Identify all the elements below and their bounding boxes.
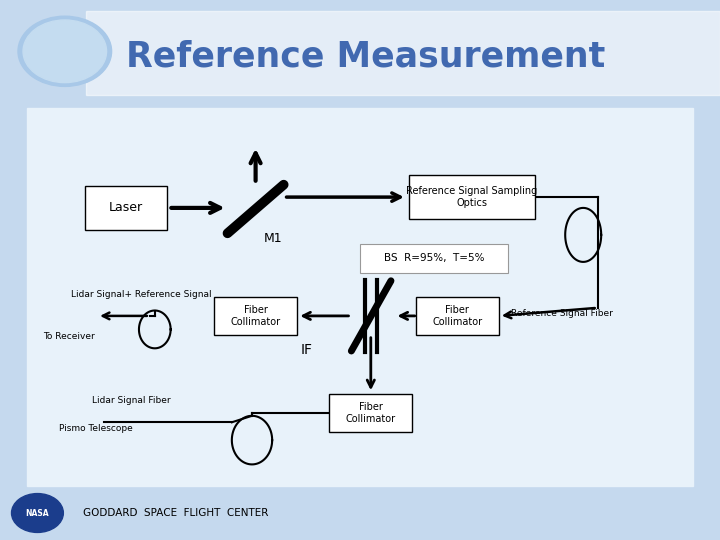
- Text: Reference Signal Sampling
Optics: Reference Signal Sampling Optics: [406, 186, 537, 208]
- Text: Lidar Signal+ Reference Signal: Lidar Signal+ Reference Signal: [71, 290, 211, 299]
- Text: To Receiver: To Receiver: [43, 332, 95, 341]
- Bar: [27, 108, 693, 486]
- Bar: [416, 297, 498, 335]
- Circle shape: [23, 20, 107, 83]
- Text: Lidar Signal Fiber: Lidar Signal Fiber: [92, 396, 171, 405]
- Bar: [0, 0, 720, 105]
- Bar: [360, 244, 508, 273]
- Text: BS  R=95%,  T=5%: BS R=95%, T=5%: [384, 253, 484, 264]
- Text: Fiber
Collimator: Fiber Collimator: [346, 402, 396, 424]
- Bar: [0, 489, 720, 540]
- Text: Pismo Telescope: Pismo Telescope: [59, 424, 132, 433]
- Bar: [86, 11, 720, 94]
- Text: GODDARD  SPACE  FLIGHT  CENTER: GODDARD SPACE FLIGHT CENTER: [83, 508, 268, 518]
- Bar: [215, 297, 297, 335]
- Text: Fiber
Collimator: Fiber Collimator: [230, 305, 281, 327]
- Text: IF: IF: [301, 343, 313, 357]
- Text: Reference Measurement: Reference Measurement: [126, 40, 606, 73]
- Text: M1: M1: [264, 232, 283, 245]
- Bar: [330, 394, 413, 432]
- Circle shape: [18, 16, 112, 86]
- Bar: [85, 186, 167, 230]
- Text: Reference Signal Fiber: Reference Signal Fiber: [511, 309, 613, 318]
- Circle shape: [12, 494, 63, 532]
- Bar: [409, 175, 534, 219]
- Text: Laser: Laser: [109, 201, 143, 214]
- Text: Fiber
Collimator: Fiber Collimator: [432, 305, 482, 327]
- Text: NASA: NASA: [26, 509, 49, 517]
